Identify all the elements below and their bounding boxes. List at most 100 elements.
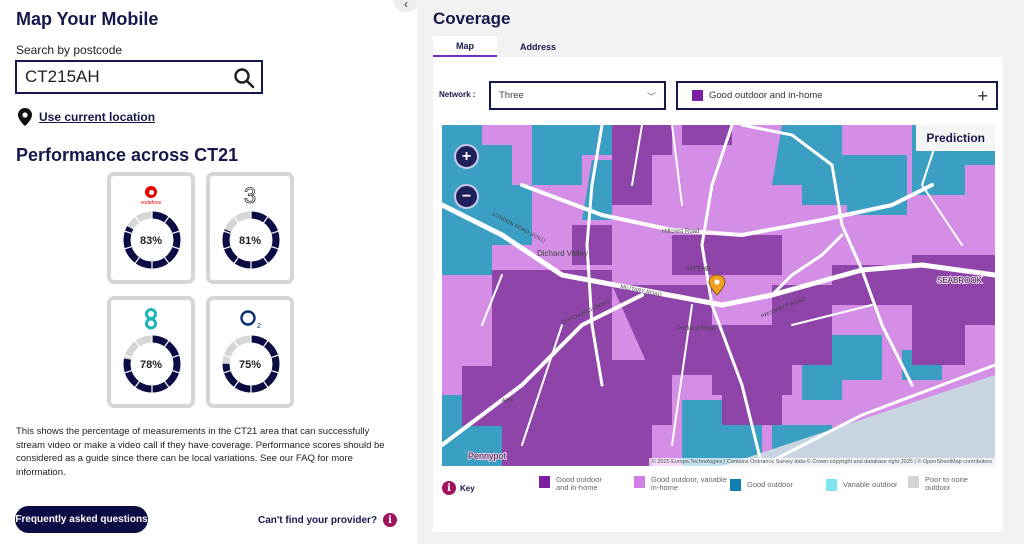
o2-logo: 2 — [210, 308, 290, 330]
donut-segment-gap — [171, 230, 180, 235]
performance-title: Performance across CT21 — [16, 145, 239, 165]
key-item-label: Good outdoor, variable in-home — [651, 475, 727, 492]
key-item-label: Variable outdoor — [843, 480, 898, 489]
key-swatch — [908, 476, 919, 488]
key-swatch — [634, 476, 645, 488]
key-item: Good outdoor — [730, 479, 793, 491]
donut-segment-gap — [223, 354, 232, 359]
donut-segment-gap — [171, 354, 180, 359]
key-item-label: Good outdoor and in-home — [556, 475, 602, 492]
donut-segment-gap — [223, 230, 232, 235]
operator-card-three: 3 81% — [206, 172, 294, 284]
donut-segment-gap — [262, 340, 269, 348]
zoom-in-button[interactable]: + — [454, 144, 479, 169]
donut-segment-gap — [163, 380, 170, 388]
key-item-label: Good outdoor — [747, 480, 793, 489]
chevron-left-icon: ‹ — [404, 0, 408, 11]
three-logo: 3 — [210, 184, 290, 206]
cant-find-provider-link[interactable]: Can't find your provider? i — [258, 513, 398, 527]
chevron-down-icon: ﹀ — [646, 92, 656, 102]
donut-segment-gap — [233, 216, 240, 224]
network-label: Network : — [439, 90, 476, 99]
donut-segment-gap — [270, 369, 279, 374]
donut-segment-gap — [124, 230, 133, 235]
svg-text:vodafone: vodafone — [141, 200, 162, 205]
key-title: i Key — [442, 481, 475, 495]
key-item: Good outdoor, variable in-home — [634, 476, 731, 492]
postcode-search-input[interactable]: CT215AH — [15, 60, 263, 94]
donut-segment-gap — [124, 354, 133, 359]
info-icon[interactable]: i — [383, 513, 398, 527]
key-swatch — [826, 479, 837, 491]
key-item: Poor to none outdoor — [908, 476, 980, 492]
network-value: Three — [499, 90, 524, 101]
donut-segment-gap — [163, 216, 170, 224]
key-swatch — [730, 479, 741, 491]
filter-swatch — [692, 90, 703, 101]
donut-segment-gap — [134, 380, 141, 388]
donut-segment-gap — [223, 245, 232, 250]
vodafone-logo: vodafone — [111, 184, 191, 206]
map-label: SEABROOK — [937, 276, 983, 285]
use-current-location-link[interactable]: Use current location — [18, 108, 155, 126]
donut-segment-gap — [163, 256, 170, 264]
ee-logo — [111, 308, 191, 330]
performance-percent: 83% — [139, 235, 163, 247]
donut-segment-gap — [262, 380, 269, 388]
donut-segment-gap — [124, 369, 133, 374]
map-canvas[interactable]: Dichard Valley HYTHE MILITARY ROAD LONDO… — [442, 125, 995, 466]
map-label: Hillcrest Road — [662, 229, 699, 235]
donut-segment-gap — [270, 245, 279, 250]
collapse-panel-button[interactable]: ‹ — [394, 0, 418, 12]
donut-segment-gap — [233, 380, 240, 388]
search-icon[interactable] — [233, 67, 255, 94]
performance-percent: 81% — [238, 235, 262, 247]
faq-button[interactable]: Frequently asked questions — [15, 506, 148, 533]
donut-segment-gap — [171, 245, 180, 250]
coverage-filter-select[interactable]: Good outdoor and in-home + — [676, 81, 998, 110]
donut-segment-gap — [262, 216, 269, 224]
donut-segment-gap — [171, 369, 180, 374]
performance-percent: 78% — [139, 359, 163, 371]
key-item: Variable outdoor — [826, 479, 897, 491]
performance-percent: 75% — [238, 359, 262, 371]
map-label: A259 — [502, 398, 514, 404]
donut-segment-gap — [233, 340, 240, 348]
performance-donut — [123, 335, 181, 393]
map-label: Portland Road — [677, 326, 715, 332]
tab-address[interactable]: Address — [519, 41, 556, 52]
donut-segment-gap — [270, 230, 279, 235]
location-link-label: Use current location — [39, 110, 156, 124]
location-marker-icon[interactable] — [708, 274, 726, 296]
operator-card-vodafone: vodafone 83% — [107, 172, 195, 284]
coverage-title: Coverage — [433, 9, 511, 28]
key-label: Key — [460, 483, 475, 493]
donut-segment-gap — [134, 340, 141, 348]
map-label: Pennypot — [468, 451, 507, 461]
network-select[interactable]: Three ﹀ — [489, 81, 666, 110]
page-title: Map Your Mobile — [16, 9, 159, 29]
map-label: HYTHE — [687, 266, 711, 273]
zoom-out-button[interactable]: − — [454, 184, 479, 209]
donut-segment-gap — [262, 256, 269, 264]
info-icon[interactable]: i — [442, 481, 456, 495]
operator-card-ee: 78% — [107, 296, 195, 408]
donut-segment-gap — [270, 354, 279, 359]
plus-icon: + — [977, 86, 988, 106]
search-value: CT215AH — [25, 67, 100, 86]
key-swatch — [539, 476, 550, 488]
key-item: Good outdoor and in-home — [539, 476, 611, 492]
prediction-label: Prediction — [916, 125, 995, 151]
filter-value: Good outdoor and in-home — [709, 90, 823, 101]
donut-segment-gap — [124, 245, 133, 250]
donut-segment-gap — [163, 340, 170, 348]
coverage-map[interactable]: Dichard Valley HYTHE MILITARY ROAD LONDO… — [442, 125, 995, 466]
performance-donut — [123, 211, 181, 269]
svg-text:2: 2 — [257, 323, 261, 330]
key-item-label: Poor to none outdoor — [925, 475, 968, 492]
performance-description: This shows the percentage of measurement… — [16, 426, 385, 478]
donut-segment-gap — [134, 256, 141, 264]
map-attribution: © 2025 Europa Technologies | Contains Or… — [648, 458, 995, 466]
map-label: Dichard Valley — [537, 249, 588, 258]
tab-map[interactable]: Map — [433, 36, 497, 57]
